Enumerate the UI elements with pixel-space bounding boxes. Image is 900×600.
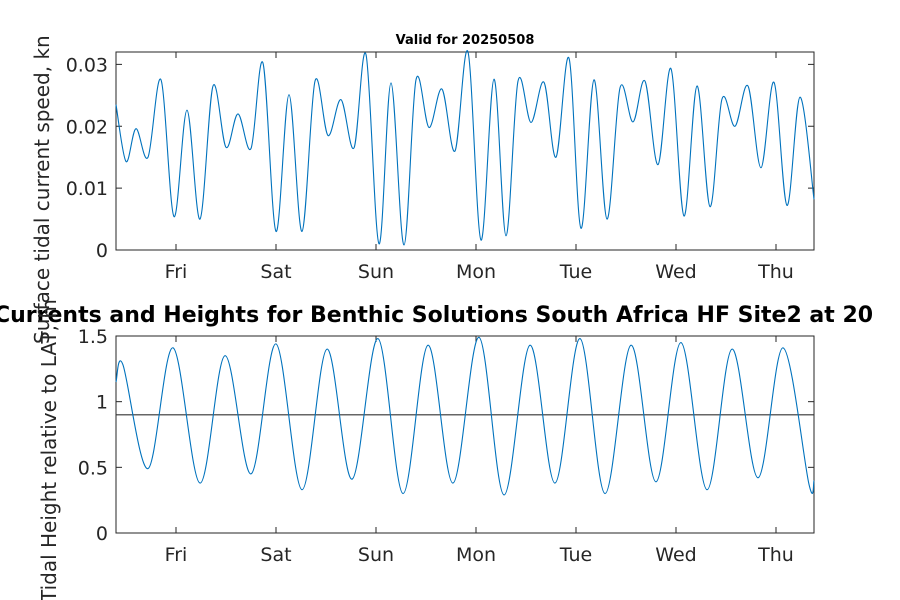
top-x-tick-label: Sat: [260, 261, 291, 283]
bottom-x-tick-label: Tue: [559, 544, 592, 566]
top-chart-title: Valid for 20250508: [396, 33, 535, 48]
top-x-tick-label: Thu: [757, 261, 794, 283]
bottom-panel: 0 0.5 1 1.5 Fri Sat Sun Mon Tue Wed Thu Currents …: [0, 303, 873, 566]
top-y-ticks: 0 0.01 0.02 0.03: [66, 54, 814, 262]
bottom-x-ticks: Fri Sat Sun Mon Tue Wed Thu: [165, 336, 794, 566]
bottom-y-ticks: 0 0.5 1 1.5: [78, 326, 814, 545]
top-x-ticks: Fri Sat Sun Mon Tue Wed Thu: [165, 52, 794, 283]
top-y-axis-label: Surface tidal current speed, kn: [30, 35, 54, 344]
top-y-tick-label: 0: [96, 240, 108, 262]
top-x-tick-label: Sun: [358, 261, 394, 283]
bottom-x-tick-label: Thu: [757, 544, 794, 566]
bottom-x-tick-label: Mon: [456, 544, 496, 566]
top-x-tick-label: Fri: [165, 261, 188, 283]
top-x-tick-label: Mon: [456, 261, 496, 283]
bottom-y-tick-label: 1.5: [78, 326, 108, 348]
bottom-tidal-height-line: [115, 336, 815, 496]
top-y-tick-label: 0.02: [66, 116, 108, 138]
top-y-tick-label: 0.03: [66, 54, 108, 76]
bottom-x-tick-label: Sun: [358, 544, 394, 566]
bottom-y-tick-label: 0.5: [78, 457, 108, 479]
bottom-x-tick-label: Fri: [165, 544, 188, 566]
top-x-tick-label: Wed: [655, 261, 696, 283]
top-axes-box: [115, 51, 815, 251]
bottom-y-tick-label: 1: [96, 392, 108, 414]
bottom-x-tick-label: Sat: [260, 544, 291, 566]
top-y-tick-label: 0.01: [66, 178, 108, 200]
bottom-y-tick-label: 0: [96, 523, 108, 545]
bottom-chart-title: Currents and Heights for Benthic Solutio…: [0, 303, 873, 328]
bottom-x-tick-label: Wed: [655, 544, 696, 566]
bottom-axes-box: [115, 335, 815, 534]
bottom-y-axis-label: Tidal Height relative to LAT, m: [37, 299, 61, 600]
top-x-tick-label: Tue: [559, 261, 592, 283]
top-current-speed-line: [115, 50, 815, 246]
top-panel: 0 0.01 0.02 0.03 Fri Sat Sun Mon Tue Wed Thu Vali…: [66, 33, 815, 283]
